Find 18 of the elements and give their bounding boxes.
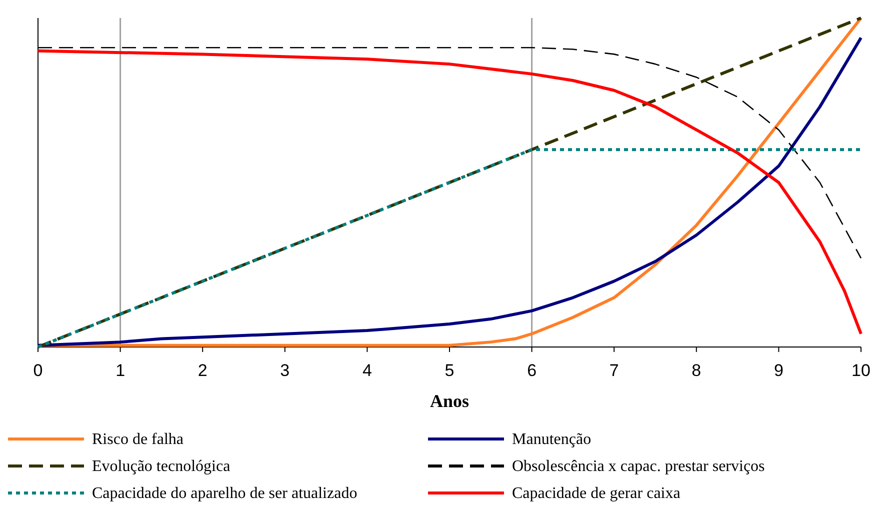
legend-label: Manutenção [512,431,592,448]
x-tick-label: 8 [692,361,702,380]
x-tick-label: 10 [852,361,870,380]
x-tick-label: 7 [609,361,619,380]
x-tick-label: 6 [527,361,537,380]
legend-label: Capacidade de gerar caixa [512,485,680,502]
x-axis-title: Anos [430,391,470,411]
x-tick-label: 2 [198,361,208,380]
legend-label: Risco de falha [92,431,184,448]
legend-label: Obsolescência x capac. prestar serviços [512,458,765,475]
legend-label: Evolução tecnológica [92,458,230,475]
x-tick-label: 1 [116,361,126,380]
x-tick-label: 5 [444,361,454,380]
legend-label: Capacidade do aparelho de ser atualizado [92,485,358,502]
x-tick-label: 9 [774,361,784,380]
x-tick-label: 3 [280,361,290,380]
x-tick-label: 0 [33,361,43,380]
x-tick-label: 4 [362,361,372,380]
